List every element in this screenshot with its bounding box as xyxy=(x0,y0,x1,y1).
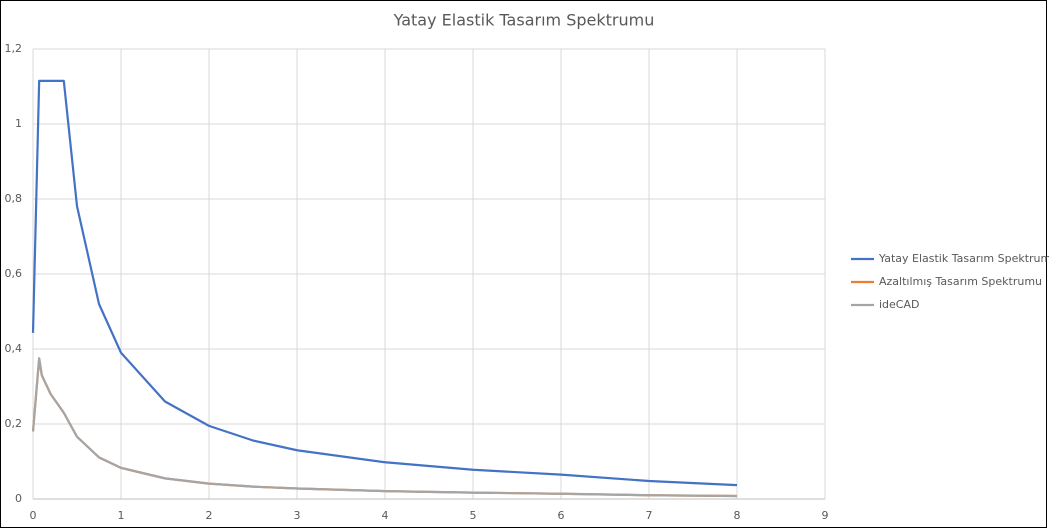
y-tick-label: 1 xyxy=(15,117,22,130)
x-tick-label: 0 xyxy=(30,509,37,522)
x-tick-label: 1 xyxy=(118,509,125,522)
chart-title: Yatay Elastik Tasarım Spektrumu xyxy=(393,11,655,30)
y-tick-label: 0,8 xyxy=(5,192,23,205)
x-tick-label: 3 xyxy=(294,509,301,522)
series-line xyxy=(31,357,738,498)
series-line xyxy=(31,79,738,487)
y-tick-label: 0 xyxy=(15,492,22,505)
y-tick-label: 0,6 xyxy=(5,267,23,280)
legend-label: ideCAD xyxy=(879,298,919,311)
legend-label: Yatay Elastik Tasarım Spektrumu xyxy=(878,252,1049,265)
y-tick-label: 0,2 xyxy=(5,417,23,430)
y-tick-label: 1,2 xyxy=(5,42,23,55)
x-tick-label: 4 xyxy=(382,509,389,522)
x-tick-label: 8 xyxy=(734,509,741,522)
x-tick-label: 7 xyxy=(646,509,653,522)
x-tick-label: 9 xyxy=(822,509,829,522)
x-tick-label: 6 xyxy=(558,509,565,522)
legend-label: Azaltılmış Tasarım Spektrumu xyxy=(879,275,1042,288)
x-tick-label: 2 xyxy=(206,509,213,522)
x-tick-label: 5 xyxy=(470,509,477,522)
y-tick-label: 0,4 xyxy=(5,342,23,355)
